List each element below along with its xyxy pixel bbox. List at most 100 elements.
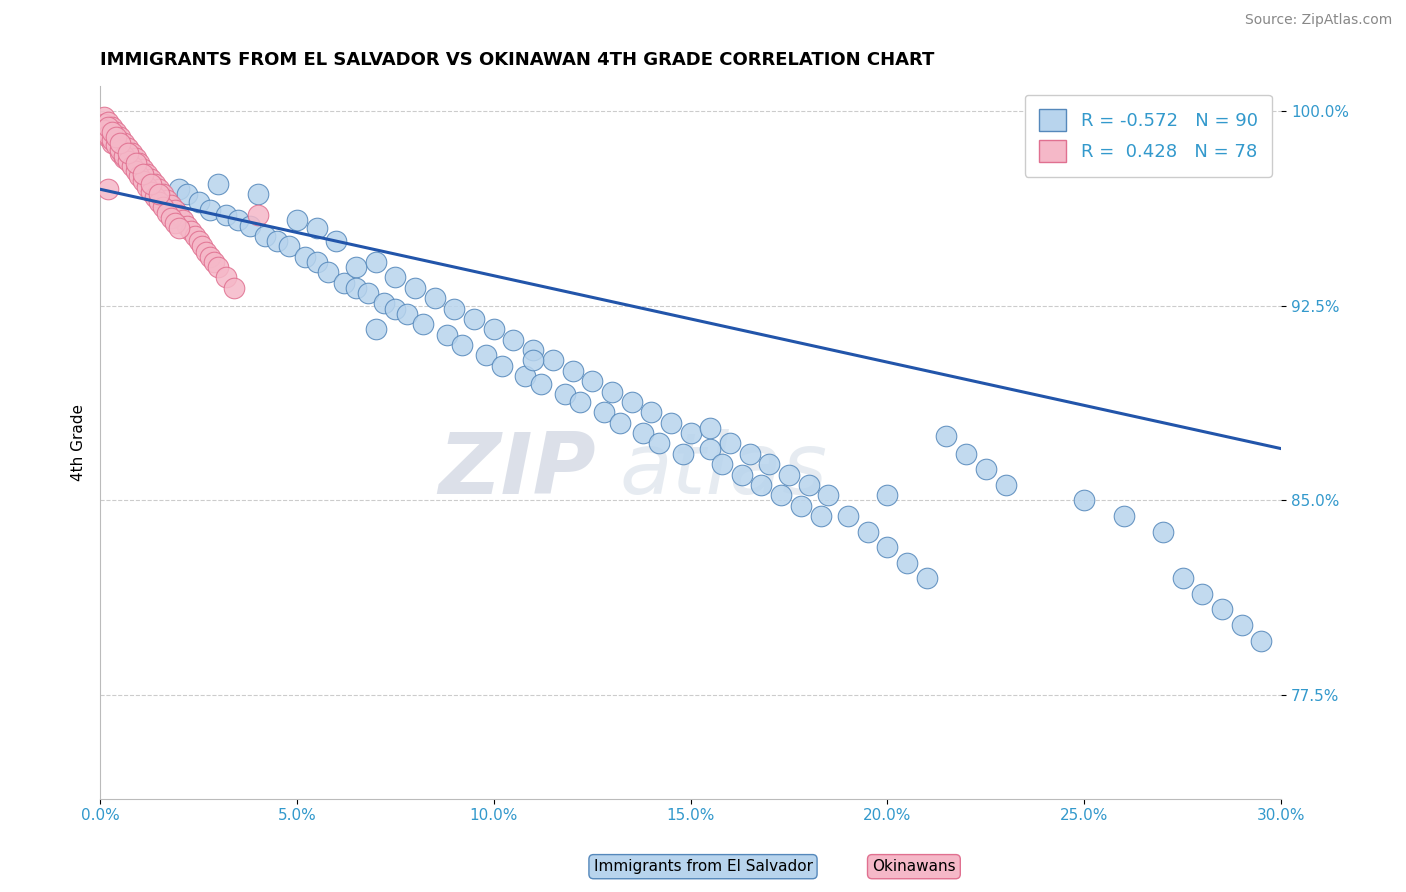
Point [648,436,671,450]
Point [423,291,446,305]
Point [163,202,186,217]
Point [101,133,124,147]
Point [132,169,155,184]
Point [132,167,155,181]
Point [121,153,143,168]
Point [112,148,135,162]
Point [1073,493,1095,508]
Point [790,499,813,513]
Point [515,369,537,384]
Legend: R = -0.572   N = 90, R =  0.428   N = 78: R = -0.572 N = 90, R = 0.428 N = 78 [1025,95,1272,177]
Point [97,122,120,136]
Point [475,348,498,362]
Point [633,425,655,440]
Point [163,216,186,230]
Point [396,307,419,321]
Point [522,353,544,368]
Point [318,265,340,279]
Point [152,201,174,215]
Point [364,255,387,269]
Point [384,301,406,316]
Point [896,556,918,570]
Point [104,138,127,153]
Point [97,130,120,145]
Point [412,317,434,331]
Point [305,221,328,235]
Point [132,161,155,176]
Point [357,285,380,300]
Point [876,540,898,554]
Point [93,110,115,124]
Point [1112,509,1135,524]
Point [810,509,832,524]
Point [97,128,120,142]
Point [640,405,662,419]
Text: IMMIGRANTS FROM EL SALVADOR VS OKINAWAN 4TH GRADE CORRELATION CHART: IMMIGRANTS FROM EL SALVADOR VS OKINAWAN … [100,51,935,69]
Point [124,164,146,178]
Point [609,416,631,430]
Point [246,187,269,202]
Point [187,234,209,248]
Point [502,333,524,347]
Point [738,447,761,461]
Point [770,488,793,502]
Point [876,488,898,502]
Point [97,120,120,134]
Point [215,208,238,222]
Point [215,270,238,285]
Point [121,159,143,173]
Point [294,250,316,264]
Point [1250,633,1272,648]
Point [93,122,115,136]
Point [104,125,127,139]
Point [541,353,564,368]
Point [148,195,170,210]
Point [136,179,159,194]
Point [112,144,135,158]
Point [148,182,170,196]
Point [195,244,218,259]
Point [104,133,127,147]
Point [373,296,395,310]
Point [1230,618,1253,632]
Point [124,156,146,170]
Point [128,164,150,178]
Point [108,136,131,150]
Point [285,213,308,227]
Point [112,136,135,150]
Point [443,301,465,316]
Point [141,177,163,191]
Point [167,182,190,196]
Point [101,136,124,150]
Point [108,144,131,158]
Point [491,359,513,373]
Point [167,221,190,235]
Point [143,190,166,204]
Point [141,185,163,199]
Point [404,281,426,295]
Point [1211,602,1233,616]
Point [581,374,603,388]
Point [817,488,839,502]
Point [117,145,139,160]
Text: atlas: atlas [620,429,828,512]
Point [222,281,245,295]
Point [278,239,301,253]
Point [156,193,179,207]
Point [101,120,124,134]
Point [364,322,387,336]
Point [254,229,277,244]
Text: ZIP: ZIP [439,429,596,512]
Point [167,208,190,222]
Point [207,260,229,274]
Point [160,211,183,225]
Point [325,234,347,248]
Point [659,416,682,430]
Point [117,148,139,162]
Point [239,219,262,233]
Point [108,130,131,145]
Point [569,395,592,409]
Point [593,405,616,419]
Point [104,130,127,145]
Point [718,436,741,450]
